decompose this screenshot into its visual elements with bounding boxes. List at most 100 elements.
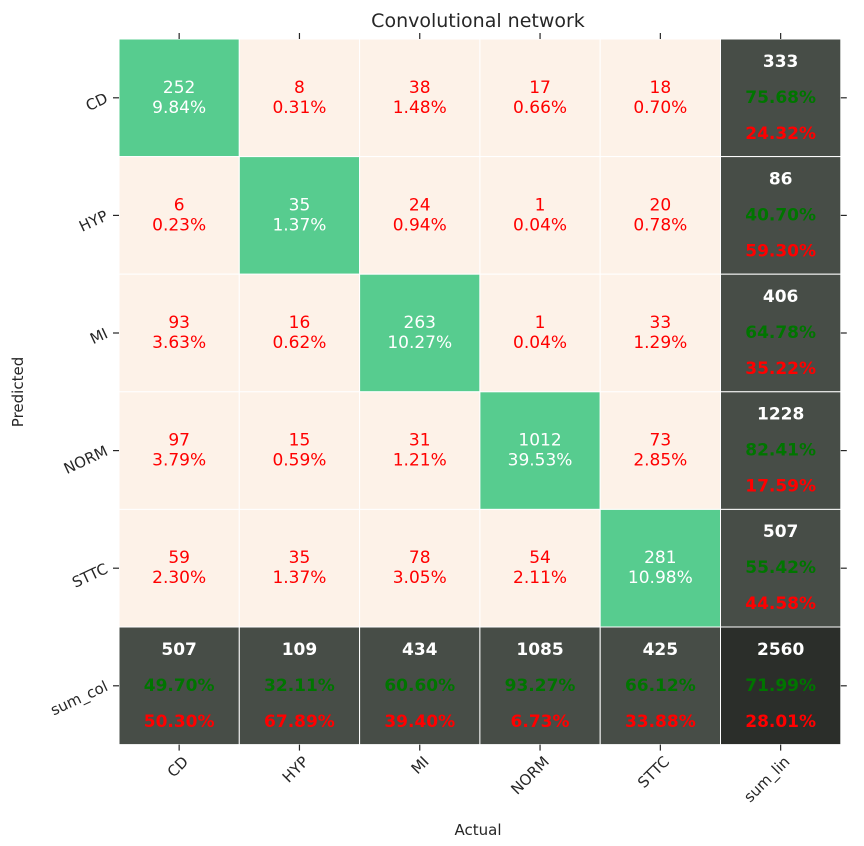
cell-percent: 2.11%	[513, 568, 567, 588]
summary-correct-percent: 93.27%	[505, 676, 576, 696]
cell-percent: 1.21%	[393, 451, 447, 471]
cell-percent: 10.98%	[628, 568, 693, 588]
summary-wrong-percent: 59.30%	[745, 241, 816, 261]
cell-count: 16	[289, 313, 311, 333]
cell-background	[720, 626, 842, 746]
cell-background	[599, 391, 722, 510]
heatmap-cell: 311.21%	[359, 391, 481, 510]
cell-background	[599, 508, 722, 628]
chart-title: Convolutional network	[371, 10, 585, 32]
summary-wrong-percent: 24.32%	[745, 124, 816, 144]
summary-correct-percent: 64.78%	[745, 323, 816, 343]
summary-count: 109	[282, 640, 318, 660]
cell-background	[238, 391, 361, 510]
y-tick-label: sum_col	[48, 677, 111, 720]
cell-percent: 0.23%	[152, 215, 206, 235]
cell-count: 263	[404, 313, 436, 333]
y-tick-label: HYP	[76, 207, 110, 236]
cell-count: 1012	[518, 431, 561, 451]
heatmap-cell: 542.11%	[479, 508, 601, 628]
cell-background	[599, 626, 722, 746]
heatmap-cell: 109 32.11% 67.89%	[238, 626, 361, 746]
summary-count: 333	[763, 52, 799, 72]
summary-wrong-percent: 50.30%	[144, 712, 215, 732]
heatmap-cell: 507 49.70% 50.30%	[118, 626, 240, 746]
x-tick-label: CD	[164, 753, 192, 781]
cell-count: 73	[650, 431, 672, 451]
cell-count: 24	[409, 195, 431, 215]
summary-count: 1228	[757, 405, 804, 425]
cell-count: 281	[644, 548, 676, 568]
summary-count: 507	[161, 640, 197, 660]
cell-count: 78	[409, 548, 431, 568]
heatmap-cell: 240.94%	[359, 156, 481, 275]
cell-count: 38	[409, 78, 431, 98]
cell-percent: 0.31%	[272, 98, 326, 118]
cell-background	[720, 273, 842, 393]
cell-background	[479, 273, 601, 393]
cell-percent: 1.29%	[633, 333, 687, 353]
heatmap-cell: 351.37%	[238, 156, 361, 275]
cell-percent: 9.84%	[152, 98, 206, 118]
cell-count: 1	[535, 195, 546, 215]
x-tick-label: MI	[408, 753, 433, 778]
summary-count: 507	[763, 522, 799, 542]
cell-count: 59	[168, 548, 190, 568]
heatmap-cell: 425 66.12% 33.88%	[599, 626, 722, 746]
cell-count: 8	[294, 78, 305, 98]
summary-wrong-percent: 35.22%	[745, 359, 816, 379]
cell-background	[118, 273, 240, 393]
cell-count: 18	[650, 78, 672, 98]
cell-percent: 1.48%	[393, 98, 447, 118]
heatmap-cells: 2529.84%80.31%381.48%170.66%180.70%33375…	[118, 38, 842, 746]
cell-percent: 39.53%	[508, 451, 573, 471]
heatmap-cell: 333 75.68% 24.32%	[720, 38, 842, 158]
cell-background	[118, 626, 240, 746]
cell-background	[720, 156, 842, 275]
heatmap-cell: 170.66%	[479, 38, 601, 158]
heatmap-cell: 200.78%	[599, 156, 722, 275]
cell-background	[479, 156, 601, 275]
cell-percent: 0.70%	[633, 98, 687, 118]
cell-percent: 0.04%	[513, 215, 567, 235]
heatmap-cell: 160.62%	[238, 273, 361, 393]
heatmap-cell: 331.29%	[599, 273, 722, 393]
x-tick-label: NORM	[507, 753, 553, 799]
summary-correct-percent: 49.70%	[144, 676, 215, 696]
cell-count: 97	[168, 431, 190, 451]
summary-correct-percent: 82.41%	[745, 441, 816, 461]
heatmap-cell: 1085 93.27% 6.73%	[479, 626, 601, 746]
heatmap-cell: 180.70%	[599, 38, 722, 158]
cell-percent: 3.79%	[152, 451, 206, 471]
cell-count: 1	[535, 313, 546, 333]
cell-background	[720, 38, 842, 158]
cell-background	[118, 391, 240, 510]
cell-percent: 0.59%	[272, 451, 326, 471]
heatmap-cell: 933.63%	[118, 273, 240, 393]
heatmap-cell: 381.48%	[359, 38, 481, 158]
heatmap-cell: 406 64.78% 35.22%	[720, 273, 842, 393]
summary-correct-percent: 32.11%	[264, 676, 335, 696]
cell-count: 6	[174, 195, 185, 215]
heatmap-cell: 973.79%	[118, 391, 240, 510]
heatmap-cell: 507 55.42% 44.58%	[720, 508, 842, 628]
summary-count: 406	[763, 287, 799, 307]
cell-background	[479, 391, 601, 510]
cell-count: 252	[163, 78, 195, 98]
summary-count: 434	[402, 640, 438, 660]
cell-count: 35	[289, 195, 311, 215]
heatmap-cell: 434 60.60% 39.40%	[359, 626, 481, 746]
heatmap-cell: 10.04%	[479, 273, 601, 393]
heatmap-cell: 592.30%	[118, 508, 240, 628]
cell-percent: 1.37%	[272, 215, 326, 235]
heatmap-cell: 60.23%	[118, 156, 240, 275]
cell-count: 93	[168, 313, 190, 333]
cell-percent: 0.62%	[272, 333, 326, 353]
heatmap-cell: 351.37%	[238, 508, 361, 628]
cell-percent: 10.27%	[387, 333, 452, 353]
cell-count: 20	[650, 195, 672, 215]
